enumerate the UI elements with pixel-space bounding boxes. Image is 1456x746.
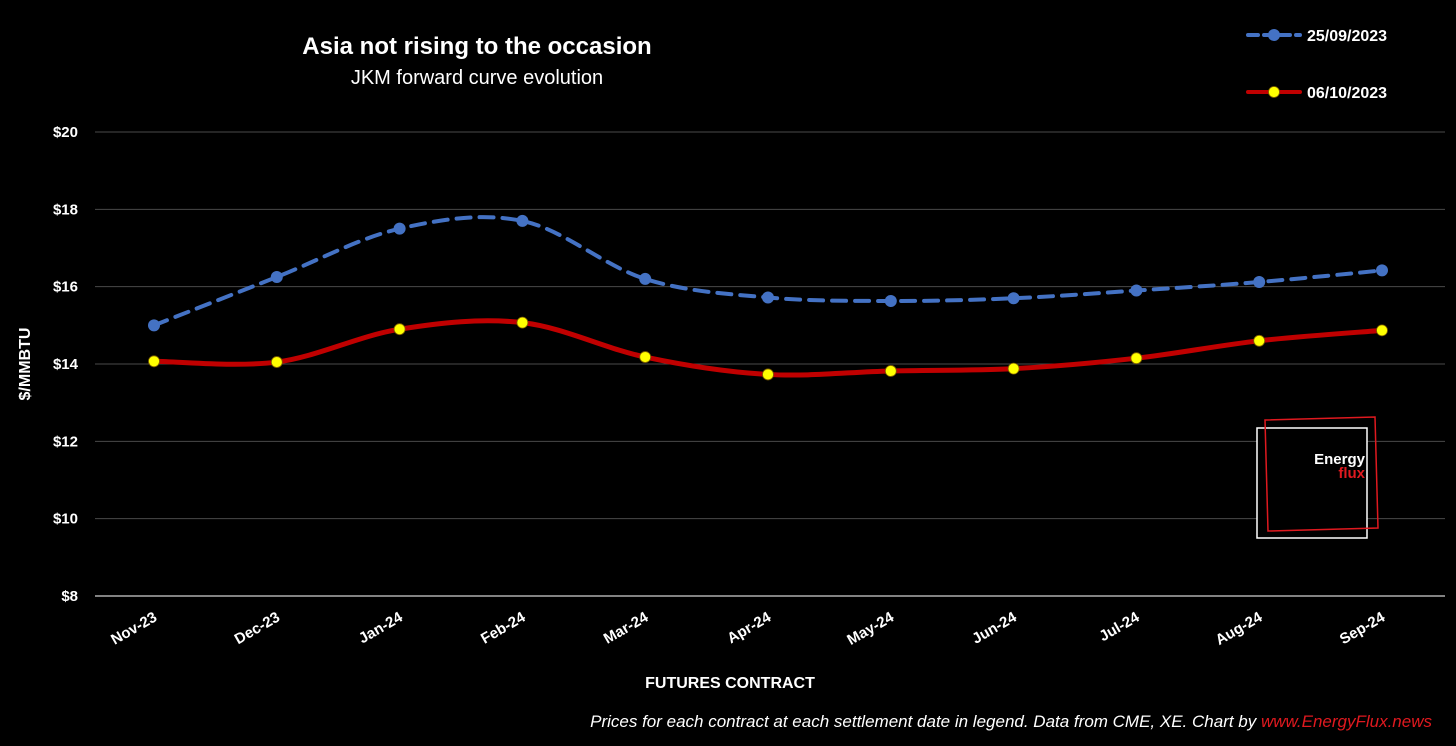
y-tick-label: $14 — [53, 356, 79, 373]
legend-marker-series-2 — [1268, 86, 1280, 98]
x-axis-label: FUTURES CONTRACT — [645, 675, 815, 692]
chart-subtitle: JKM forward curve evolution — [351, 67, 603, 89]
x-tick-label: Feb-24 — [478, 608, 529, 647]
legend-item-series-2: 06/10/2023 — [1246, 85, 1387, 102]
data-point-series-1 — [1253, 276, 1266, 289]
series-line-2 — [151, 318, 1385, 378]
data-point-series-2 — [393, 323, 406, 336]
y-tick-label: $18 — [53, 201, 78, 218]
x-tick-label: May-24 — [844, 608, 897, 648]
data-point-series-1 — [393, 222, 406, 235]
data-point-series-1 — [762, 291, 774, 304]
source-text: Prices for each contract at each settlem… — [590, 712, 1261, 731]
y-tick-label: $20 — [53, 124, 78, 141]
x-tick-label: Mar-24 — [601, 608, 652, 647]
logo-text-energy: Energy — [1314, 451, 1366, 468]
legend-label-series-2: 06/10/2023 — [1307, 85, 1387, 102]
logo-tilted-frame — [1264, 416, 1379, 532]
legend: 25/09/2023 06/10/2023 — [1246, 28, 1387, 102]
series-lines — [148, 214, 1388, 381]
x-tick-label: Apr-24 — [724, 608, 774, 647]
legend-label-series-1: 25/09/2023 — [1307, 28, 1387, 45]
source-link[interactable]: www.EnergyFlux.news — [1261, 712, 1433, 731]
data-point-series-2 — [1253, 334, 1266, 347]
y-tick-label: $10 — [53, 511, 78, 528]
chart-title: Asia not rising to the occasion — [302, 33, 651, 60]
data-point-series-2 — [270, 356, 283, 368]
data-point-series-2 — [1007, 362, 1020, 375]
logo-frame — [1256, 427, 1368, 539]
y-tick-label: $12 — [53, 433, 78, 450]
data-point-series-2 — [762, 368, 774, 381]
x-tick-label: Dec-23 — [232, 609, 283, 648]
x-tick-label: Sep-24 — [1337, 608, 1389, 648]
data-point-series-1 — [1007, 292, 1020, 305]
x-tick-label: Aug-24 — [1213, 608, 1266, 648]
data-point-series-1 — [516, 214, 529, 227]
y-tick-label: $16 — [53, 279, 78, 296]
x-tick-label: Nov-23 — [108, 609, 160, 649]
energyflux-logo: Energy flux — [1256, 416, 1379, 539]
data-point-series-2 — [148, 355, 160, 368]
data-point-series-2 — [1376, 324, 1388, 337]
data-point-series-1 — [884, 294, 897, 307]
data-point-series-1 — [639, 272, 652, 285]
data-point-series-2 — [516, 316, 529, 329]
y-tick-labels: $8 $10 $12 $14 $16 $18 $20 — [53, 124, 79, 605]
data-point-series-1 — [270, 271, 283, 283]
gridlines — [95, 131, 1445, 597]
series-1 — [148, 214, 1388, 332]
data-point-series-2 — [884, 365, 897, 377]
data-point-series-1 — [1376, 264, 1388, 277]
series-line-1 — [152, 215, 1384, 328]
data-point-series-2 — [639, 351, 652, 363]
data-point-series-1 — [148, 319, 160, 332]
source-note: Prices for each contract at each settlem… — [590, 712, 1432, 731]
x-tick-label: Jun-24 — [969, 608, 1020, 647]
legend-item-series-1: 25/09/2023 — [1246, 28, 1387, 45]
data-point-series-1 — [1130, 284, 1143, 297]
logo-text-flux: flux — [1338, 465, 1365, 482]
series-2 — [148, 316, 1388, 381]
y-tick-label: $8 — [61, 588, 78, 605]
x-tick-label: Jul-24 — [1096, 608, 1143, 645]
legend-marker-series-1 — [1268, 29, 1280, 41]
data-point-series-2 — [1130, 352, 1143, 365]
x-tick-label: Jan-24 — [356, 608, 406, 647]
y-axis-label: $/MMBTU — [17, 328, 34, 401]
x-tick-labels: Nov-23 Dec-23 Jan-24 Feb-24 Mar-24 Apr-24 May-… — [108, 608, 1388, 648]
